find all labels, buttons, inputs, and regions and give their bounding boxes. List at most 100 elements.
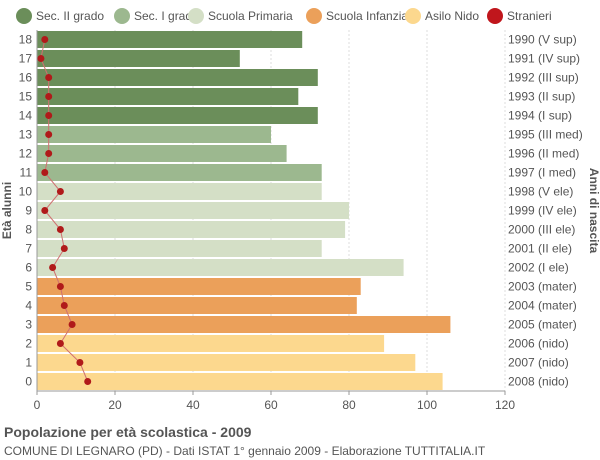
bar-age-0 [37,373,443,390]
age-tick-label: 15 [19,90,33,104]
stranieri-point-5 [56,283,64,290]
year-tick-label: 1996 (II med) [508,147,579,161]
x-tick-label: 0 [34,398,41,412]
legend-swatch [16,8,32,24]
bar-age-17 [37,50,240,67]
stranieri-point-8 [56,226,64,233]
bar-age-5 [37,278,361,295]
age-tick-label: 11 [20,166,33,180]
stranieri-point-18 [41,36,49,43]
bar-age-9 [37,202,349,219]
stranieri-point-4 [60,302,68,309]
stranieri-point-14 [45,112,53,119]
y-axis-label-left: Età alunni [0,182,14,239]
year-tick-label: 1992 (III sup) [508,71,579,85]
age-tick-label: 12 [19,147,33,161]
legend-swatch [114,8,130,24]
bar-age-2 [37,335,385,352]
legend-label: Scuola Primaria [208,9,293,23]
age-tick-label: 0 [25,375,32,389]
age-tick-label: 1 [25,356,32,370]
age-tick-label: 4 [25,299,32,313]
stranieri-point-0 [84,378,92,385]
chart-subtitle: COMUNE DI LEGNARO (PD) - Dati ISTAT 1° g… [4,444,486,458]
age-tick-label: 7 [25,242,32,256]
legend-label: Asilo Nido [425,9,479,23]
bar-age-13 [37,126,271,143]
age-tick-label: 6 [25,261,32,275]
stranieri-series [37,36,92,385]
x-tick-label: 80 [342,398,356,412]
age-tick-label: 16 [19,71,33,85]
stranieri-point-17 [37,55,45,62]
bar-age-10 [37,183,322,200]
age-tick-label: 14 [19,109,33,123]
bar-age-18 [37,31,303,48]
age-tick-label: 5 [25,280,32,294]
bar-age-7 [37,240,322,257]
legend-swatch [487,8,503,24]
year-tick-label: 2002 (I ele) [508,261,569,275]
year-tick-label: 2005 (mater) [508,318,577,332]
stranieri-point-7 [60,245,68,252]
legend-swatch [188,8,204,24]
legend-label: Sec. II grado [36,9,104,23]
stranieri-point-11 [41,169,49,176]
age-tick-label: 8 [25,223,32,237]
year-tick-label: 1999 (IV ele) [508,204,577,218]
year-tick-label: 2001 (II ele) [508,242,572,256]
year-tick-label: 1993 (II sup) [508,90,575,104]
x-tick-label: 120 [495,398,515,412]
bar-age-8 [37,221,346,238]
year-tick-label: 2006 (nido) [508,337,569,351]
chart-title: Popolazione per età scolastica - 2009 [4,424,252,440]
stranieri-point-9 [41,207,49,214]
stranieri-point-16 [45,74,53,81]
bar-age-12 [37,145,287,162]
year-tick-label: 2000 (III ele) [508,223,575,237]
x-tick-label: 100 [417,398,437,412]
bar-age-15 [37,88,299,105]
stranieri-point-6 [49,264,57,271]
bar-age-1 [37,354,416,371]
stranieri-point-13 [45,131,53,138]
year-tick-label: 2008 (nido) [508,375,569,389]
age-tick-label: 9 [25,204,32,218]
bar-age-4 [37,297,357,314]
bar-age-14 [37,107,318,124]
legend-label: Stranieri [507,9,552,23]
year-tick-label: 2007 (nido) [508,356,569,370]
legend-swatch [306,8,322,24]
age-tick-label: 18 [19,33,33,47]
y-axis-label-right: Anni di nascita [587,168,600,254]
stranieri-point-2 [56,340,64,347]
year-tick-label: 1994 (I sup) [508,109,572,123]
age-tick-label: 3 [25,318,32,332]
year-tick-label: 1995 (III med) [508,128,583,142]
x-tick-label: 20 [108,398,122,412]
bars [37,31,451,390]
legend: Sec. II grado Sec. I grado Scuola Primaria… [16,8,552,24]
legend-swatch [405,8,421,24]
stranieri-point-12 [45,150,53,157]
bar-age-3 [37,316,451,333]
legend-label: Sec. I grado [134,9,199,23]
age-tick-label: 13 [19,128,33,142]
year-tick-label: 1998 (V ele) [508,185,573,199]
legend-label: Scuola Infanzia [326,9,408,23]
age-tick-label: 10 [19,185,33,199]
year-tick-label: 1991 (IV sup) [508,52,580,66]
x-tick-label: 60 [264,398,278,412]
year-tick-label: 1997 (I med) [508,166,576,180]
age-tick-label: 2 [25,337,32,351]
bar-age-11 [37,164,322,181]
bar-age-6 [37,259,404,276]
year-tick-label: 1990 (V sup) [508,33,577,47]
chart: Sec. II grado Sec. I grado Scuola Primaria… [0,8,600,412]
year-tick-label: 2003 (mater) [508,280,577,294]
stranieri-point-1 [76,359,84,366]
age-tick-label: 17 [19,52,33,66]
stranieri-point-15 [45,93,53,100]
year-tick-label: 2004 (mater) [508,299,577,313]
stranieri-point-10 [56,188,64,195]
